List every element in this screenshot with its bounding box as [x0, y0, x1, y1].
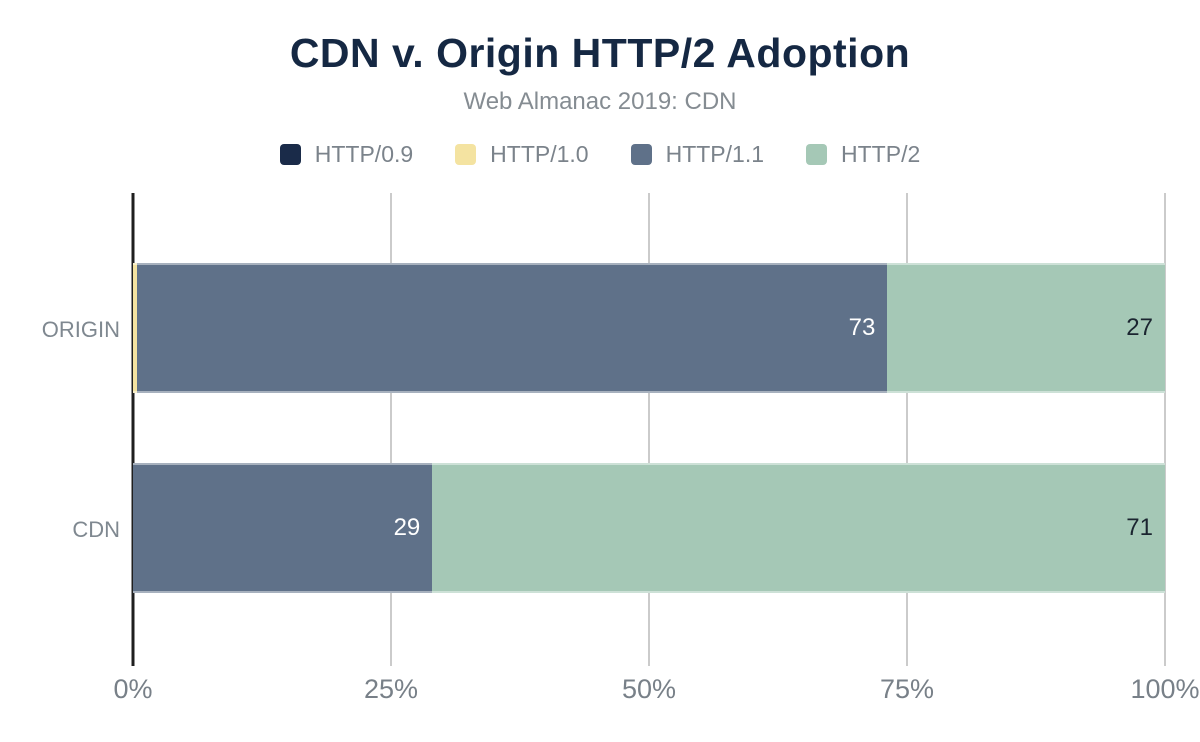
bar-cdn-segment-http2: 71: [432, 463, 1165, 593]
legend-item-http10: HTTP/1.0: [455, 141, 589, 168]
legend-label: HTTP/1.1: [665, 141, 765, 167]
data-label-cdn-http11: 29: [393, 514, 421, 541]
plot-area: 73 27 29 71: [131, 193, 1166, 666]
bar-cdn: 29 71: [133, 463, 1165, 593]
bar-origin-segment-http11: 73: [136, 263, 888, 393]
legend-item-http11: HTTP/1.1: [630, 141, 765, 168]
x-axis-labels: 0% 25% 50% 75% 100%: [113, 674, 1199, 708]
data-label-origin-http2: 27: [1126, 314, 1153, 341]
gridline-25: [390, 193, 392, 666]
legend-item-http09: HTTP/0.9: [279, 141, 414, 168]
x-tick-25: 25%: [363, 674, 419, 704]
y-label-origin: ORIGIN: [41, 317, 120, 342]
x-tick-50: 50%: [621, 674, 677, 704]
legend: HTTP/0.9 HTTP/1.0 HTTP/1.1 HTTP/2: [0, 141, 1200, 168]
gridline-75: [906, 193, 908, 666]
legend-swatch-http09: [279, 144, 301, 165]
legend-swatch-http11: [630, 144, 652, 165]
legend-label: HTTP/2: [841, 141, 921, 167]
chart-title: CDN v. Origin HTTP/2 Adoption: [289, 30, 911, 76]
bar-cdn-segment-http11: 29: [133, 463, 433, 593]
data-label-origin-http11: 73: [848, 314, 876, 341]
x-tick-0: 0%: [113, 674, 153, 704]
chart-subtitle: Web Almanac 2019: CDN: [463, 88, 737, 115]
legend-label: HTTP/0.9: [314, 141, 414, 167]
bar-origin-segment-http2: 27: [887, 263, 1165, 393]
x-tick-75: 75%: [879, 674, 935, 704]
gridline-100: [1164, 193, 1166, 666]
bar-origin: 73 27: [133, 263, 1165, 393]
legend-swatch-http2: [806, 144, 828, 165]
legend-item-http2: HTTP/2: [806, 141, 920, 168]
y-axis-labels: ORIGIN CDN: [0, 0, 120, 742]
x-tick-100: 100%: [1130, 674, 1200, 704]
legend-label: HTTP/1.0: [490, 141, 589, 167]
y-label-cdn: CDN: [72, 517, 120, 542]
data-label-cdn-http2: 71: [1126, 514, 1153, 541]
gridline-50: [648, 193, 650, 666]
y-axis-line: [131, 193, 135, 666]
legend-swatch-http10: [455, 144, 477, 165]
bar-origin-segment-http10: [133, 263, 137, 393]
